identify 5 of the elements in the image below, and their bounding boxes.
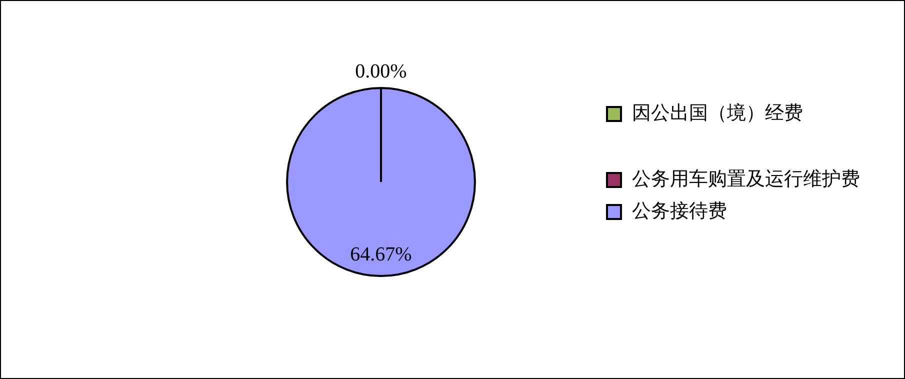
text: 0.00% (355, 60, 407, 82)
legend-label: 公务接待费 (632, 199, 727, 223)
data-label: 64.67% (350, 244, 412, 266)
legend-label: 公务用车购置及运行维护费 (632, 167, 860, 191)
legend-label: 因公出国（境）经费 (632, 101, 803, 125)
